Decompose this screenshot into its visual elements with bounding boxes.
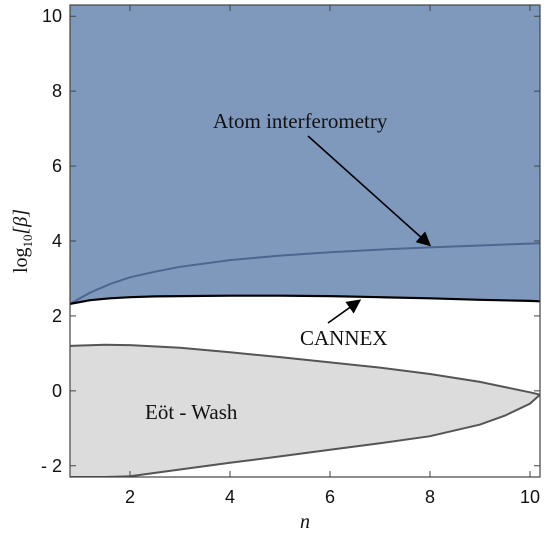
y-tick-label: 4	[52, 231, 62, 251]
x-tick-label: 10	[520, 487, 540, 507]
eotwash-region	[70, 344, 540, 477]
x-tick-label: 2	[125, 487, 135, 507]
atom-interferometry-label: Atom interferometry	[213, 109, 388, 133]
y-tick-label: 0	[52, 381, 62, 401]
y-axis-label: log10[β]	[10, 209, 35, 273]
cannex-arrow	[327, 299, 362, 324]
y-tick-label: - 2	[41, 456, 62, 476]
eotwash-upper-boundary	[70, 343, 540, 396]
y-tick-label: 6	[52, 156, 62, 176]
y-tick-label: 8	[52, 81, 62, 101]
x-axis-label: n	[300, 511, 310, 533]
cannex-label: CANNEX	[300, 326, 388, 350]
x-tick-label: 6	[325, 487, 335, 507]
atom-interferometry-curve	[70, 242, 540, 305]
eotwash-label: Eöt - Wash	[145, 400, 238, 424]
excluded-region	[70, 5, 540, 304]
x-tick-label: 8	[425, 487, 435, 507]
x-tick-label: 4	[225, 487, 235, 507]
cannex-curve	[70, 294, 540, 305]
atom-interferometry-arrow	[307, 135, 432, 247]
x-axis-ticks: 2 4 6 8 10	[125, 5, 540, 507]
y-tick-label: 2	[52, 306, 62, 326]
y-tick-label: 10	[42, 6, 62, 26]
y-axis-ticks: 10 8 6 4 2 0 - 2	[41, 6, 540, 476]
